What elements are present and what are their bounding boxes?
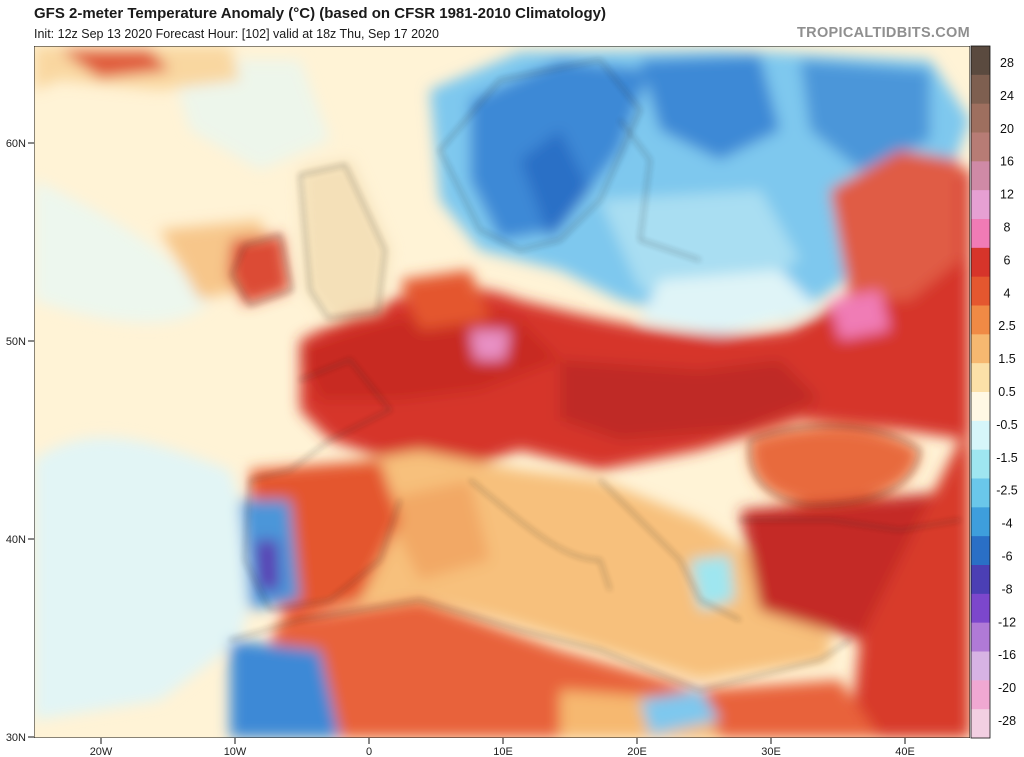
longitude-axis: 20W 10W 0 10E 20E 30E 40E xyxy=(90,738,915,757)
colorbar-swatch xyxy=(971,46,990,76)
colorbar-label: -20 xyxy=(998,681,1016,695)
colorbar-label: 1.5 xyxy=(998,352,1015,366)
lat-tick-label: 60N xyxy=(6,138,26,150)
map-title: GFS 2-meter Temperature Anomaly (°C) (ba… xyxy=(34,5,606,22)
colorbar-labels: 28 24 20 16 12 8 6 4 2.5 1.5 0.5 -0.5 -1.5 -2.5 -4 -6 -8… xyxy=(996,56,1018,728)
colorbar-label: -8 xyxy=(1001,582,1012,596)
map-subtitle: Init: 12z Sep 13 2020 Forecast Hour: [10… xyxy=(34,27,439,41)
colorbar-swatch xyxy=(971,565,990,595)
colorbar-swatch xyxy=(971,103,990,133)
lon-tick-label: 30E xyxy=(761,746,781,757)
colorbar-label: -0.5 xyxy=(996,418,1018,432)
colorbar-label: 0.5 xyxy=(998,385,1015,399)
colorbar-swatch xyxy=(971,74,990,105)
colorbar-frame xyxy=(970,45,991,739)
map-area xyxy=(34,46,970,738)
colorbar-swatch xyxy=(971,622,990,652)
lon-tick-label: 10E xyxy=(493,746,513,757)
colorbar-label: -12 xyxy=(998,615,1016,629)
coastlines xyxy=(229,59,961,691)
colorbar-label: -6 xyxy=(1001,550,1012,564)
colorbar-swatch xyxy=(971,363,990,393)
colorbar-swatch xyxy=(971,536,990,566)
colorbar-swatch xyxy=(971,709,990,739)
colorbar-swatch xyxy=(971,161,990,191)
lon-tick-label: 40E xyxy=(895,746,915,757)
colorbar-label: -16 xyxy=(998,648,1016,662)
colorbar-label: -1.5 xyxy=(996,451,1018,465)
colorbar-swatch xyxy=(971,478,990,508)
lon-tick-label: 20E xyxy=(627,746,647,757)
colorbar-label: -28 xyxy=(998,714,1016,728)
colorbar-swatch xyxy=(971,392,990,422)
colorbar-swatch xyxy=(971,190,990,220)
colorbar-label: 16 xyxy=(1000,155,1014,169)
colorbar-swatch xyxy=(971,305,990,335)
colorbar-label: 24 xyxy=(1000,89,1014,103)
colorbar-swatch xyxy=(971,132,990,162)
colorbar-label: 28 xyxy=(1000,56,1014,70)
lon-tick-label: 10W xyxy=(224,746,247,757)
colorbar-swatch xyxy=(971,247,990,278)
colorbar: 28 24 20 16 12 8 6 4 2.5 1.5 0.5 -0.5 -1.5 -2.5 -4 -6 -8… xyxy=(970,45,1018,739)
colorbar-swatch xyxy=(971,420,990,451)
colorbar-label: -4 xyxy=(1001,517,1012,531)
colorbar-label: 20 xyxy=(1000,122,1014,136)
colorbar-label: 12 xyxy=(1000,188,1014,202)
colorbar-swatch xyxy=(971,334,990,364)
colorbar-label: 2.5 xyxy=(998,319,1015,333)
colorbar-label: -2.5 xyxy=(996,484,1018,498)
colorbar-label: 6 xyxy=(1004,253,1011,267)
colorbar-swatch xyxy=(971,449,990,479)
brand-watermark: TROPICALTIDBITS.COM xyxy=(797,25,970,41)
lon-tick-label: 0 xyxy=(366,746,372,757)
colorbar-label: 4 xyxy=(1004,286,1011,300)
colorbar-label: 8 xyxy=(1004,221,1011,235)
lat-tick-label: 30N xyxy=(6,732,26,744)
lat-tick-label: 40N xyxy=(6,534,26,546)
colorbar-blocks xyxy=(971,46,990,739)
lat-tick-label: 50N xyxy=(6,336,26,348)
colorbar-swatch xyxy=(971,276,990,306)
latitude-axis: 60N 50N 40N 30N xyxy=(6,138,34,744)
lon-tick-label: 20W xyxy=(90,746,113,757)
colorbar-swatch xyxy=(971,680,990,710)
header: GFS 2-meter Temperature Anomaly (°C) (ba… xyxy=(0,0,1024,45)
colorbar-swatch xyxy=(971,219,990,249)
colorbar-swatch xyxy=(971,507,990,537)
colorbar-swatch xyxy=(971,651,990,681)
anomaly-field xyxy=(34,46,970,738)
colorbar-swatch xyxy=(971,593,990,624)
